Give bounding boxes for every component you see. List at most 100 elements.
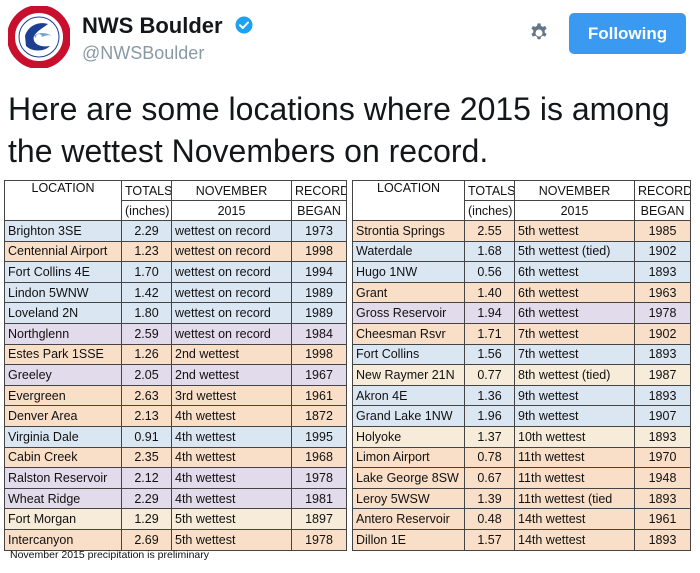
header-record: RECORD — [634, 180, 691, 201]
total-cell: 2.59 — [121, 322, 172, 345]
location-cell: Loveland 2N — [4, 302, 122, 324]
table-row: Brighton 3SE 2.29 wettest on record 1973 — [4, 220, 347, 242]
rank-cell: wettest on record — [171, 322, 292, 345]
account-name-text[interactable]: NWS Boulder — [82, 13, 223, 38]
rank-cell: wettest on record — [171, 281, 292, 304]
location-cell: New Raymer 21N — [352, 364, 465, 386]
record-began-cell: 1872 — [291, 405, 347, 427]
rank-cell: 2nd wettest — [171, 343, 292, 366]
verified-badge-icon — [235, 16, 253, 34]
account-name[interactable]: NWS Boulder — [82, 13, 253, 39]
total-cell: 2.29 — [121, 487, 172, 510]
total-cell: 1.29 — [121, 508, 172, 530]
record-began-cell: 1970 — [634, 446, 691, 469]
table-row: Hugo 1NW 0.56 6th wettest 1893 — [352, 261, 691, 283]
total-cell: 1.36 — [464, 384, 515, 407]
rank-cell: 6th wettest — [514, 281, 635, 304]
location-cell: Cabin Creek — [4, 446, 122, 469]
rank-cell: 5th wettest — [171, 508, 292, 530]
rank-cell: 5th wettest — [171, 528, 292, 551]
table-row: Limon Airport 0.78 11th wettest 1970 — [352, 446, 691, 469]
record-began-cell: 1978 — [291, 467, 347, 489]
table-row: Evergreen 2.63 3rd wettest 1961 — [4, 384, 347, 407]
header-november-year: 2015 — [171, 200, 292, 221]
tweet-header: NWS Boulder @NWSBoulder Following — [0, 0, 700, 80]
rank-cell: 5th wettest (tied) — [514, 240, 635, 263]
total-cell: 1.57 — [464, 528, 515, 551]
table-row: Gross Reservoir 1.94 6th wettest 1978 — [352, 302, 691, 324]
table-row: New Raymer 21N 0.77 8th wettest (tied) 1987 — [352, 364, 691, 386]
record-began-cell: 1995 — [291, 425, 347, 448]
total-cell: 2.63 — [121, 384, 172, 407]
table-row: Grant 1.40 6th wettest 1963 — [352, 281, 691, 304]
record-began-cell: 1948 — [634, 467, 691, 489]
table-row: Holyoke 1.37 10th wettest 1893 — [352, 425, 691, 448]
record-began-cell: 1963 — [634, 281, 691, 304]
rank-cell: 5th wettest — [514, 220, 635, 242]
total-cell: 2.13 — [121, 405, 172, 427]
precipitation-table-image[interactable]: LOCATION TOTALS NOVEMBER RECORD (inches)… — [4, 180, 692, 551]
header-totals: TOTALS — [121, 180, 172, 201]
location-cell: Virginia Dale — [4, 425, 122, 448]
total-cell: 2.69 — [121, 528, 172, 551]
total-cell: 2.29 — [121, 220, 172, 242]
rank-cell: 11th wettest — [514, 446, 635, 469]
rank-cell: 4th wettest — [171, 446, 292, 469]
following-button[interactable]: Following — [569, 13, 686, 54]
table-row: Wheat Ridge 2.29 4th wettest 1981 — [4, 487, 347, 510]
header-record: RECORD — [291, 180, 347, 201]
table-row: Lindon 5WNW 1.42 wettest on record 1989 — [4, 281, 347, 304]
gear-icon[interactable] — [528, 22, 550, 44]
table-row: Virginia Dale 0.91 4th wettest 1995 — [4, 425, 347, 448]
header-totals: TOTALS — [464, 180, 515, 201]
nws-logo-avatar[interactable] — [8, 6, 70, 68]
total-cell: 1.39 — [464, 487, 515, 510]
total-cell: 1.37 — [464, 425, 515, 448]
location-cell: Gross Reservoir — [352, 302, 465, 324]
table-row: Grand Lake 1NW 1.96 9th wettest 1907 — [352, 405, 691, 427]
record-began-cell: 1893 — [634, 425, 691, 448]
record-began-cell: 1907 — [634, 405, 691, 427]
total-cell: 2.55 — [464, 220, 515, 242]
rank-cell: 10th wettest — [514, 425, 635, 448]
location-cell: Lindon 5WNW — [4, 281, 122, 304]
rank-cell: 4th wettest — [171, 487, 292, 510]
total-cell: 1.94 — [464, 302, 515, 324]
rank-cell: wettest on record — [171, 240, 292, 263]
table-row: Lake George 8SW 0.67 11th wettest 1948 — [352, 467, 691, 489]
header-november-year: 2015 — [514, 200, 635, 221]
table-row: Northglenn 2.59 wettest on record 1984 — [4, 322, 347, 345]
location-cell: Greeley — [4, 364, 122, 386]
rank-cell: 11th wettest — [514, 467, 635, 489]
record-began-cell: 1893 — [634, 384, 691, 407]
record-began-cell: 1961 — [291, 384, 347, 407]
total-cell: 1.40 — [464, 281, 515, 304]
total-cell: 2.05 — [121, 364, 172, 386]
total-cell: 1.23 — [121, 240, 172, 263]
record-began-cell: 1967 — [291, 364, 347, 386]
rank-cell: 7th wettest — [514, 322, 635, 345]
location-cell: Estes Park 1SSE — [4, 343, 122, 366]
rank-cell: 6th wettest — [514, 302, 635, 324]
rank-cell: wettest on record — [171, 261, 292, 283]
total-cell: 2.12 — [121, 467, 172, 489]
total-cell: 1.56 — [464, 343, 515, 366]
total-cell: 1.96 — [464, 405, 515, 427]
rank-cell: 14th wettest — [514, 528, 635, 551]
record-began-cell: 1989 — [291, 302, 347, 324]
header-location: LOCATION — [352, 180, 465, 221]
record-began-cell: 1998 — [291, 240, 347, 263]
record-began-cell: 1961 — [634, 508, 691, 530]
rank-cell: 6th wettest — [514, 261, 635, 283]
location-cell: Intercanyon — [4, 528, 122, 551]
table-row: Estes Park 1SSE 1.26 2nd wettest 1998 — [4, 343, 347, 366]
account-handle[interactable]: @NWSBoulder — [82, 43, 205, 63]
table-row: Cabin Creek 2.35 4th wettest 1968 — [4, 446, 347, 469]
total-cell: 1.42 — [121, 281, 172, 304]
table-row: Centennial Airport 1.23 wettest on record 1… — [4, 240, 347, 263]
record-began-cell: 1973 — [291, 220, 347, 242]
left-table: LOCATION TOTALS NOVEMBER RECORD (inches)… — [4, 180, 347, 551]
rank-cell: wettest on record — [171, 302, 292, 324]
rank-cell: wettest on record — [171, 220, 292, 242]
location-cell: Fort Morgan — [4, 508, 122, 530]
